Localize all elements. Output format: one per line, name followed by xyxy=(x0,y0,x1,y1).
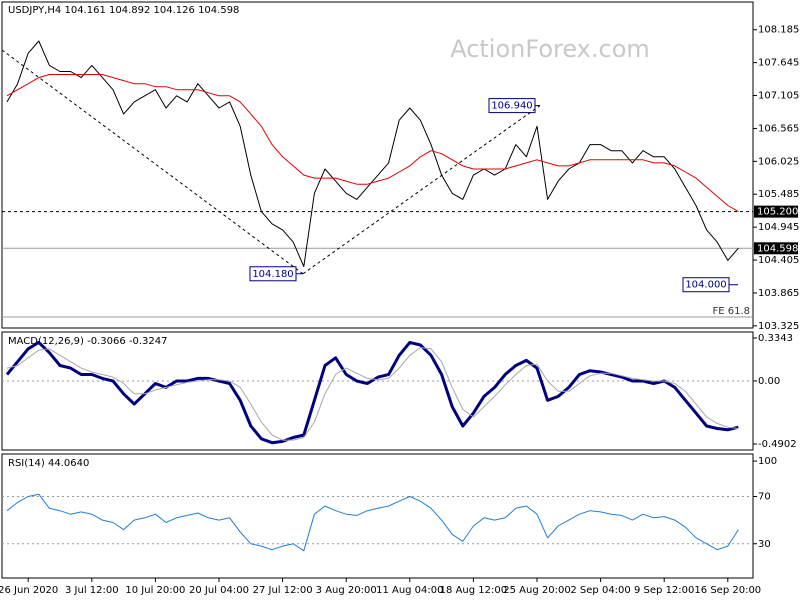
x-tick-label: 20 Jul 04:00 xyxy=(189,585,249,596)
series-line xyxy=(6,40,739,267)
series-line xyxy=(5,340,739,445)
x-tick-label: 2 Sep 04:00 xyxy=(570,585,630,596)
x-tick-label: 3 Jul 12:00 xyxy=(65,585,119,596)
y-tick-label: 106.025 xyxy=(758,156,799,167)
y-tick-label: 105.485 xyxy=(758,189,799,200)
annotation-label: 104.180 xyxy=(252,269,293,280)
y-tick-label: 104.405 xyxy=(758,255,799,266)
y-tick-label: 0.00 xyxy=(758,376,780,387)
y-tick-label: 104.945 xyxy=(758,222,799,233)
y-tick-label: 103.865 xyxy=(758,288,799,299)
x-tick-label: 11 Aug 04:00 xyxy=(376,585,443,596)
y-tick-label: 70 xyxy=(758,492,771,503)
annotation-box xyxy=(249,266,297,282)
x-tick-label: 3 Aug 20:00 xyxy=(316,585,377,596)
annotation-label: 106.940 xyxy=(491,101,532,112)
y-tick-label: 108.185 xyxy=(758,25,799,36)
macd-panel xyxy=(1,331,754,451)
level-label: FE 61.8 xyxy=(712,306,750,317)
price-panel xyxy=(1,1,754,329)
price-label: 105.200 xyxy=(757,207,798,218)
x-tick-label: 18 Aug 12:00 xyxy=(440,585,507,596)
annotation-box xyxy=(682,277,730,293)
series-line xyxy=(6,347,739,441)
y-tick-label: 0.3343 xyxy=(758,333,793,344)
macd-title: MACD(12,26,9) -0.3066 -0.3247 xyxy=(8,336,168,347)
x-tick-label: 16 Sep 20:00 xyxy=(694,585,761,596)
y-tick-label: -0.4902 xyxy=(758,439,797,450)
annotation-label: 104.000 xyxy=(685,280,726,291)
series-line xyxy=(6,74,739,213)
y-tick-label: 106.565 xyxy=(758,123,799,134)
watermark: ActionForex.com xyxy=(450,35,650,63)
rsi-title: RSI(14) 44.0640 xyxy=(8,458,89,469)
annotation-box xyxy=(488,98,536,114)
price-label-box xyxy=(754,242,798,255)
series-line xyxy=(6,493,739,552)
y-tick-label: 30 xyxy=(758,539,771,550)
chart-title: USDJPY,H4 104.161 104.892 104.126 104.59… xyxy=(8,5,239,16)
trend-line xyxy=(1,49,304,275)
x-tick-label: 27 Jul 12:00 xyxy=(253,585,313,596)
rsi-panel xyxy=(1,453,754,579)
y-tick-label: 100 xyxy=(758,456,777,467)
y-tick-label: 107.105 xyxy=(758,91,799,102)
price-label-box xyxy=(754,205,798,218)
x-tick-label: 26 Jun 2020 xyxy=(0,585,58,596)
x-tick-label: 25 Aug 20:00 xyxy=(503,585,570,596)
x-tick-label: 9 Sep 12:00 xyxy=(634,585,694,596)
y-tick-label: 103.325 xyxy=(758,321,799,332)
trend-line xyxy=(302,105,541,275)
x-tick-label: 10 Jul 20:00 xyxy=(125,585,185,596)
y-tick-label: 107.645 xyxy=(758,58,799,69)
price-label: 104.598 xyxy=(757,243,798,254)
